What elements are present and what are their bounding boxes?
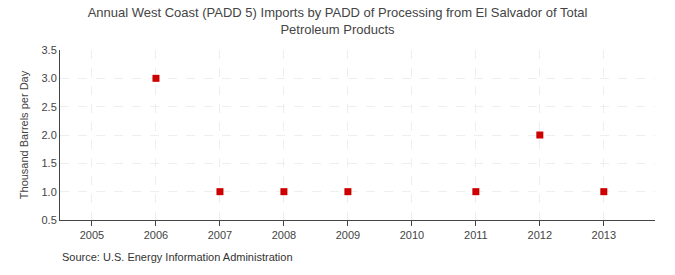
svg-text:2.5: 2.5: [42, 101, 57, 113]
svg-text:0.5: 0.5: [42, 214, 57, 226]
svg-text:2005: 2005: [80, 229, 104, 241]
svg-text:Annual West Coast (PADD 5) Imp: Annual West Coast (PADD 5) Imports by PA…: [88, 5, 588, 37]
svg-text:2006: 2006: [144, 229, 168, 241]
svg-text:3.5: 3.5: [42, 44, 57, 56]
svg-text:2011: 2011: [464, 229, 488, 241]
svg-text:2007: 2007: [208, 229, 232, 241]
svg-text:1.5: 1.5: [42, 157, 57, 169]
svg-text:3.0: 3.0: [42, 72, 57, 84]
svg-text:2008: 2008: [272, 229, 296, 241]
svg-text:2.0: 2.0: [42, 129, 57, 141]
svg-text:Thousand Barrels per Day: Thousand Barrels per Day: [18, 70, 30, 199]
svg-text:2012: 2012: [528, 229, 552, 241]
svg-text:Source: U.S. Energy Informatio: Source: U.S. Energy Information Administ…: [62, 251, 293, 263]
svg-text:2013: 2013: [592, 229, 616, 241]
svg-text:1.0: 1.0: [42, 186, 57, 198]
svg-text:2009: 2009: [336, 229, 360, 241]
svg-text:2010: 2010: [400, 229, 424, 241]
